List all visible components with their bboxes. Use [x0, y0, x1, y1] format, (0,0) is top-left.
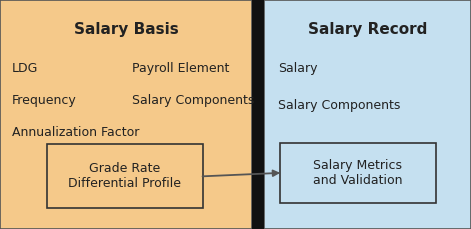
Text: Salary Record: Salary Record [308, 22, 427, 37]
Bar [264, 0, 471, 229]
Text: Salary Basis: Salary Basis [73, 22, 179, 37]
Text: Annualization Factor: Annualization Factor [12, 126, 139, 139]
Bar [47, 144, 203, 208]
Text: Salary Components: Salary Components [278, 99, 400, 112]
Text: Salary: Salary [278, 62, 317, 75]
Bar [252, 0, 264, 229]
Text: Salary Components: Salary Components [132, 94, 254, 107]
Bar [280, 143, 436, 203]
Text: Payroll Element: Payroll Element [132, 62, 229, 75]
Text: Frequency: Frequency [12, 94, 76, 107]
Text: Salary Metrics
and Validation: Salary Metrics and Validation [313, 159, 403, 187]
Bar [0, 0, 252, 229]
Text: Grade Rate
Differential Profile: Grade Rate Differential Profile [68, 162, 181, 190]
Text: LDG: LDG [12, 62, 38, 75]
